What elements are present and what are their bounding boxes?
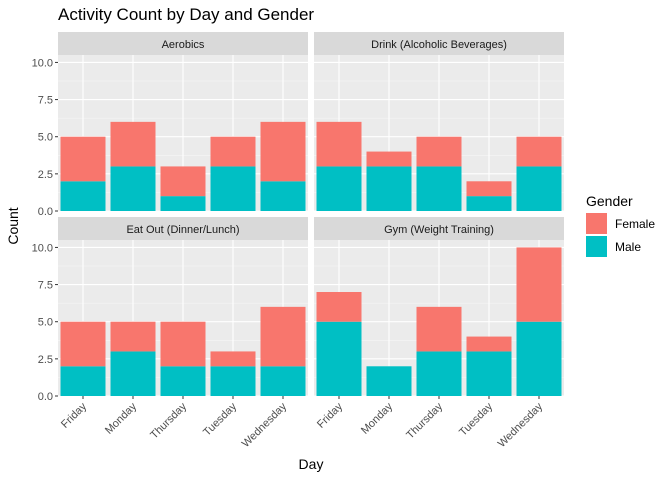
facet-strip-label: Drink (Alcoholic Beverages): [371, 39, 507, 51]
bar-male: [366, 166, 412, 211]
y-tick-label: 0.0: [38, 206, 53, 218]
bar-male: [466, 196, 512, 211]
bar-female: [160, 166, 206, 197]
y-tick-label: 10.0: [32, 242, 53, 254]
x-tick-label: Tuesday: [457, 400, 495, 438]
legend-label: Female: [615, 217, 655, 231]
x-tick-label: Thursday: [148, 400, 189, 441]
legend-title: Gender: [586, 193, 633, 209]
bar-male: [210, 366, 256, 396]
bar-male: [210, 166, 256, 211]
bar-female: [260, 121, 306, 182]
y-tick-label: 7.5: [38, 95, 53, 107]
x-tick-label: Tuesday: [201, 400, 239, 438]
bar-female: [416, 136, 462, 167]
bar-female: [110, 121, 156, 167]
bar-female: [516, 247, 562, 322]
legend-key-female: [586, 213, 607, 234]
y-tick-label: 0.0: [38, 391, 53, 403]
facet-grid: Aerobics 0.0 2.5 5.0 7.5 10.0 Drink (Alcoholic…: [32, 32, 564, 450]
bar-male: [160, 366, 206, 396]
bar-male: [60, 366, 106, 396]
facet-strip-label: Eat Out (Dinner/Lunch): [126, 224, 239, 236]
y-tick-label: 2.5: [38, 354, 53, 366]
bar-male: [316, 321, 362, 396]
bar-male: [516, 166, 562, 211]
facet-strip: [58, 32, 308, 55]
bar-female: [316, 121, 362, 167]
bar-male: [60, 181, 106, 211]
bar-male: [160, 196, 206, 211]
bar-female: [260, 306, 306, 367]
facet-strip-label: Aerobics: [162, 39, 205, 51]
facet-panel: Eat Out (Dinner/Lunch) 0.0 2.5 5.0 7.5 10.0 Fr…: [32, 217, 308, 450]
chart-title: Activity Count by Day and Gender: [58, 5, 314, 24]
bar-female: [316, 292, 362, 322]
facet-panel: Drink (Alcoholic Beverages): [314, 32, 564, 212]
x-tick-label: Monday: [359, 400, 396, 437]
bar-male: [366, 366, 412, 396]
bar-male: [110, 351, 156, 396]
bar-male: [416, 351, 462, 396]
bar-male: [316, 166, 362, 211]
y-tick-label: 5.0: [38, 317, 53, 329]
bar-female: [160, 321, 206, 367]
bar-female: [516, 136, 562, 167]
bar-male: [516, 321, 562, 396]
facet-panel: Aerobics 0.0 2.5 5.0 7.5 10.0: [32, 32, 308, 218]
facet-panel: Gym (Weight Training) Friday Monday Thursda…: [314, 217, 564, 450]
bar-female: [110, 321, 156, 352]
bar-female: [60, 321, 106, 367]
facet-strip-label: Gym (Weight Training): [384, 224, 494, 236]
bar-female: [416, 306, 462, 352]
x-tick-label: Wednesday: [240, 400, 290, 450]
y-tick-label: 10.0: [32, 57, 53, 69]
x-tick-label: Wednesday: [496, 400, 546, 450]
bar-female: [210, 351, 256, 367]
bar-female: [60, 136, 106, 182]
bar-female: [210, 136, 256, 167]
y-tick-label: 7.5: [38, 280, 53, 292]
x-tick-label: Friday: [59, 400, 89, 430]
x-axis-label: Day: [299, 456, 324, 472]
bar-female: [466, 181, 512, 197]
y-tick-label: 5.0: [38, 132, 53, 144]
x-tick-label: Monday: [103, 400, 140, 437]
bar-male: [260, 181, 306, 211]
x-tick-label: Friday: [315, 400, 345, 430]
legend: Gender Female Male: [586, 193, 655, 257]
bar-male: [466, 351, 512, 396]
legend-label: Male: [615, 240, 641, 254]
bar-female: [466, 336, 512, 352]
bar-male: [110, 166, 156, 211]
y-axis-label: Count: [5, 207, 21, 244]
legend-key-male: [586, 236, 607, 257]
x-tick-label: Thursday: [404, 400, 445, 441]
facet-strip: [314, 217, 564, 240]
facet-strip: [314, 32, 564, 55]
bar-female: [366, 151, 412, 167]
bar-male: [260, 366, 306, 396]
bar-male: [416, 166, 462, 211]
y-tick-label: 2.5: [38, 169, 53, 181]
facet-strip: [58, 217, 308, 240]
